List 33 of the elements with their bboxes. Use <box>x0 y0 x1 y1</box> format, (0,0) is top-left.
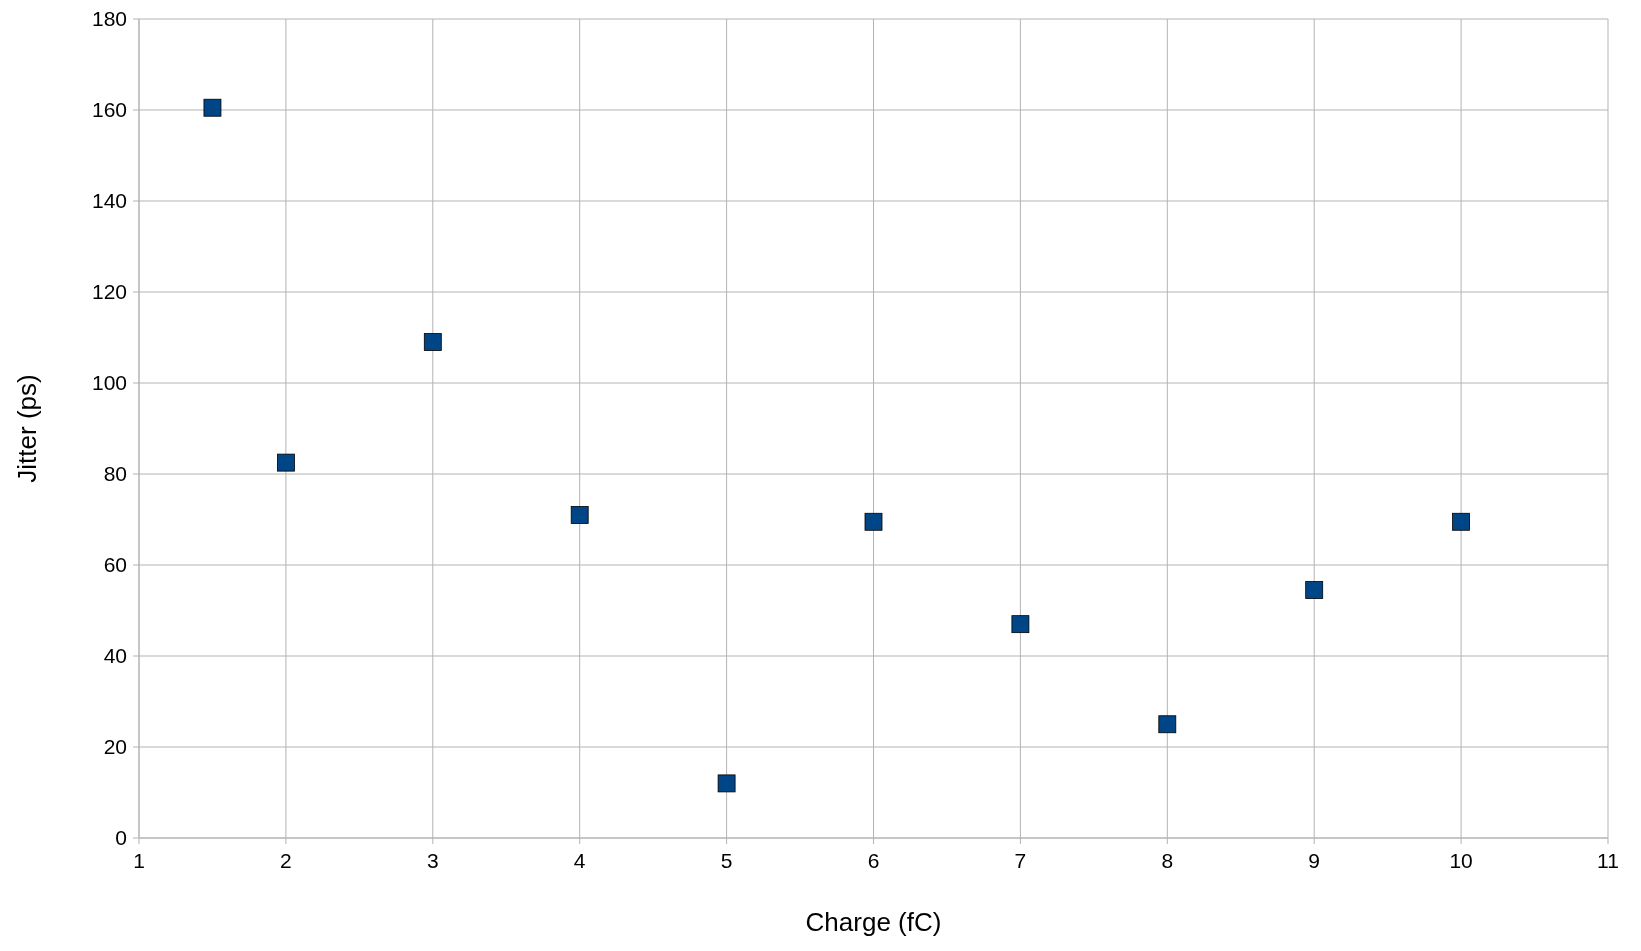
y-tick-label: 0 <box>115 826 127 849</box>
y-tick-label: 20 <box>103 735 127 758</box>
x-axis-title: Charge (fC) <box>805 907 942 937</box>
y-tick-label: 180 <box>91 7 127 30</box>
x-tick-label: 2 <box>280 849 292 872</box>
point <box>864 512 883 531</box>
point <box>277 453 295 472</box>
x-tick-label: 4 <box>573 849 586 872</box>
x-tick-label: 3 <box>426 849 439 872</box>
point <box>423 333 442 351</box>
x-tick-label: 11 <box>1597 849 1619 872</box>
x-tick-label: 8 <box>1161 849 1174 872</box>
x-tick-label: 10 <box>1449 849 1473 872</box>
y-axis-title: Jitter (ps) <box>12 374 42 483</box>
y-tick-label: 80 <box>103 462 127 485</box>
y-tick-label: 160 <box>91 98 127 121</box>
point <box>1452 512 1470 531</box>
point <box>717 774 736 793</box>
y-tick-label: 40 <box>103 644 127 667</box>
point <box>1011 615 1030 634</box>
x-tick-label: 6 <box>867 849 880 872</box>
point <box>1305 581 1324 599</box>
x-tick-label: 7 <box>1014 849 1027 872</box>
point <box>203 98 222 117</box>
x-tick-label: 5 <box>720 849 733 872</box>
x-tick-label: 9 <box>1308 849 1321 872</box>
point <box>1158 715 1177 734</box>
x-tick-label: 1 <box>133 849 145 872</box>
y-tick-label: 140 <box>91 189 127 212</box>
y-tick-label: 60 <box>103 553 127 576</box>
y-tick-label: 120 <box>91 280 127 303</box>
y-tick-label: 100 <box>91 371 127 394</box>
point <box>570 506 589 524</box>
